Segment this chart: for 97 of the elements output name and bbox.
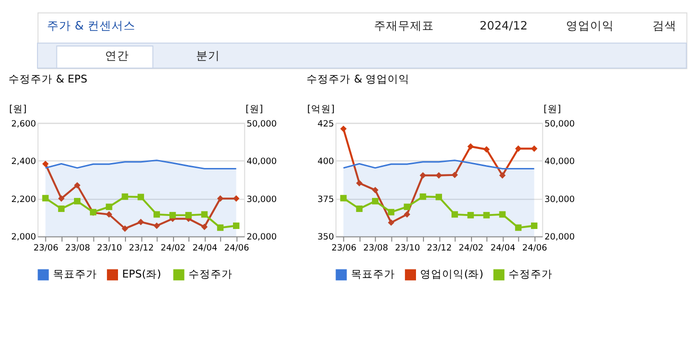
point xyxy=(530,145,538,152)
point xyxy=(201,211,208,218)
x-tick-label: 24/04 xyxy=(192,243,218,254)
point xyxy=(340,194,347,202)
point xyxy=(467,143,474,150)
point xyxy=(42,160,49,168)
y2-tick-label: 40,000 xyxy=(246,157,277,168)
point xyxy=(356,180,363,186)
point xyxy=(499,211,506,218)
y2-tick-label: 30,000 xyxy=(544,194,575,205)
chart-title: 수정주가 & EPS xyxy=(8,74,88,86)
y-tick-label: 400 xyxy=(318,157,334,168)
point xyxy=(169,212,176,218)
y-tick-label: 350 xyxy=(318,232,334,243)
point xyxy=(515,224,522,231)
x-tick-label: 23/10 xyxy=(395,243,420,254)
point xyxy=(436,172,442,179)
point xyxy=(58,206,65,212)
point xyxy=(356,206,363,212)
point xyxy=(74,182,80,189)
x-tick-label: 23/12 xyxy=(128,243,154,254)
x-tick-label: 24/06 xyxy=(522,243,548,254)
point xyxy=(58,195,65,202)
point xyxy=(515,145,522,152)
point xyxy=(106,204,112,210)
legend-label: 영업이익(좌) xyxy=(420,268,484,281)
y-tick-label: 2,200 xyxy=(11,194,36,205)
y-tick-label: 375 xyxy=(318,194,334,205)
y-tick-label: 2,400 xyxy=(11,157,36,168)
point xyxy=(420,193,426,200)
x-tick-label: 23/10 xyxy=(97,243,122,254)
x-tick-label: 23/06 xyxy=(331,243,356,254)
y2-tick-label: 20,000 xyxy=(246,232,277,243)
point xyxy=(122,193,128,200)
legend-label: 목표주가 xyxy=(350,268,395,281)
point xyxy=(388,219,394,226)
y2-tick-label: 50,000 xyxy=(544,119,575,130)
point xyxy=(451,172,458,178)
point xyxy=(372,186,378,194)
point xyxy=(436,194,442,200)
point xyxy=(232,222,240,229)
point xyxy=(420,172,426,179)
text: 주가 & 컨센서스 xyxy=(47,18,136,33)
point xyxy=(217,224,224,231)
point xyxy=(404,211,410,218)
y-tick-label: 425 xyxy=(318,119,334,130)
legend-label: 수정주가 xyxy=(188,268,232,281)
x-tick-label: 23/06 xyxy=(33,243,58,254)
point xyxy=(217,195,224,202)
point xyxy=(185,212,192,218)
point xyxy=(388,208,394,216)
y2-tick-label: 20,000 xyxy=(544,232,575,243)
point xyxy=(340,126,347,132)
x-tick-label: 24/06 xyxy=(224,243,250,254)
text: 2024/12 xyxy=(480,18,528,33)
text: 주재무제표 xyxy=(374,18,434,33)
y2-tick-label: 50,000 xyxy=(246,119,277,130)
y2-tick-label: 30,000 xyxy=(246,194,277,205)
y2-tick-label: 40,000 xyxy=(544,157,575,168)
text: 분기 xyxy=(196,48,220,62)
point xyxy=(404,204,410,210)
point xyxy=(154,211,160,218)
point xyxy=(42,194,49,202)
point xyxy=(232,195,240,202)
text: 영업이익 xyxy=(566,18,614,33)
y2-axis-title: [원] xyxy=(544,104,561,115)
x-tick-label: 24/02 xyxy=(160,243,186,254)
point xyxy=(483,212,490,218)
y-axis-title: [원] xyxy=(9,104,27,115)
text: 연간 xyxy=(104,48,129,62)
point xyxy=(138,194,144,200)
point xyxy=(499,172,506,179)
legend-label: 목표주가 xyxy=(52,268,97,281)
x-tick-label: 24/04 xyxy=(490,243,516,254)
text: 검색 xyxy=(652,18,677,33)
legend-label: 수정주가 xyxy=(508,268,553,281)
point xyxy=(138,218,144,226)
point xyxy=(451,211,458,218)
point xyxy=(74,198,80,204)
legend-label: EPS(좌) xyxy=(122,268,162,281)
point xyxy=(372,198,378,204)
point xyxy=(483,146,490,153)
y-tick-label: 2,600 xyxy=(11,119,36,130)
y-axis-title: [억원] xyxy=(307,104,335,115)
y-tick-label: 2,000 xyxy=(11,232,36,243)
chart-title: 수정주가 & 영업이익 xyxy=(306,74,410,86)
x-tick-label: 23/08 xyxy=(363,243,388,254)
point xyxy=(201,224,208,230)
point xyxy=(467,212,474,218)
x-tick-label: 23/08 xyxy=(65,243,90,254)
y2-axis-title: [원] xyxy=(246,104,264,115)
point xyxy=(122,225,128,232)
point xyxy=(106,211,112,218)
x-tick-label: 23/12 xyxy=(426,243,452,254)
x-tick-label: 24/02 xyxy=(458,243,484,254)
point xyxy=(530,222,538,229)
point xyxy=(154,222,160,229)
